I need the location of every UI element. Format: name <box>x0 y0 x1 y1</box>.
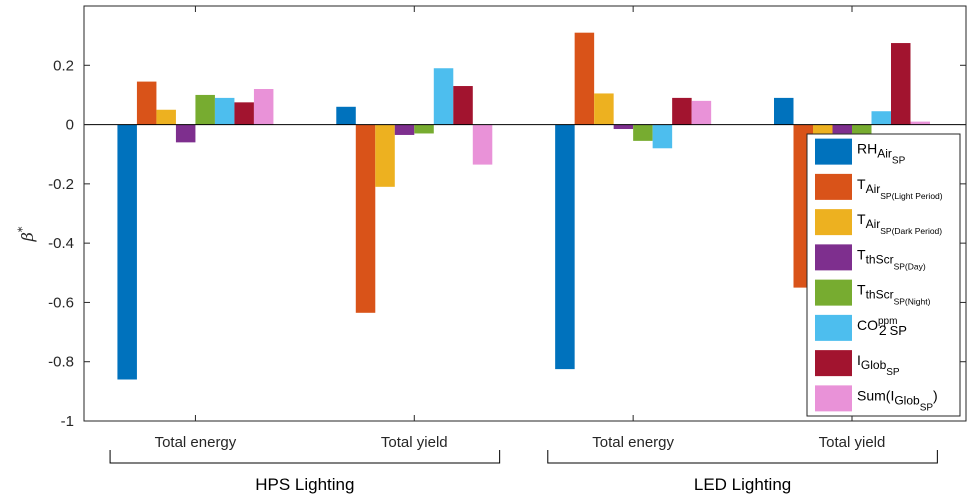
legend-swatch <box>815 244 852 271</box>
legend-swatch <box>815 385 852 412</box>
bar <box>214 97 235 125</box>
bar <box>375 124 395 187</box>
bar <box>633 124 653 141</box>
legend-label: Sum(IGlobSP) <box>857 387 938 413</box>
bar <box>555 124 575 370</box>
x-axis: Total energy Total yield Total energy Total… <box>155 6 886 451</box>
x-tick-label: Total energy <box>155 434 237 451</box>
bar <box>832 124 852 134</box>
legend-swatch <box>815 279 852 306</box>
y-axis-label: β* <box>16 226 37 242</box>
bar <box>891 43 911 125</box>
bar <box>355 124 376 313</box>
legend-swatch <box>815 350 852 377</box>
plot-frame <box>83 5 967 422</box>
bar <box>234 102 254 125</box>
legend-swatch <box>815 209 852 236</box>
y-tick-label: 0 <box>66 117 74 134</box>
bar <box>691 100 712 125</box>
y-tick-label: -0.6 <box>48 294 74 311</box>
y-tick-label: -1 <box>61 413 74 430</box>
bar <box>394 124 415 135</box>
legend-label: TAirSP(Light Period) <box>857 176 943 201</box>
group-label: LED Lighting <box>694 475 791 494</box>
legend-label: TthScrSP(Day) <box>857 246 926 271</box>
bar <box>613 124 634 130</box>
legend-label: RHAirSP <box>857 141 906 167</box>
bar <box>117 124 137 380</box>
legend: RHAirSP TAirSP(Light Period) TAirSP(Dark P… <box>806 133 961 417</box>
bar <box>253 89 274 125</box>
bar <box>472 124 493 165</box>
bar <box>175 124 196 143</box>
y-axis: -1 -0.8 -0.6 -0.4 -0.2 0 0.2 <box>48 57 966 430</box>
legend-label: TAirSP(Dark Period) <box>857 211 942 236</box>
bar <box>594 93 614 125</box>
legend-label: COppm 2 SP <box>857 316 907 338</box>
x-tick-label: Total energy <box>592 434 674 451</box>
legend-swatch <box>815 138 852 165</box>
bar <box>414 124 434 134</box>
legend-label: IGlobSP <box>857 352 900 378</box>
group-label: HPS Lighting <box>255 475 354 494</box>
y-tick-label: -0.4 <box>48 235 74 252</box>
bar <box>871 111 891 125</box>
bar <box>574 32 595 125</box>
legend-label: TthScrSP(Night) <box>857 282 931 307</box>
y-tick-label: -0.8 <box>48 354 74 371</box>
legend-swatch <box>815 173 852 200</box>
bar <box>652 124 673 149</box>
bar <box>910 121 930 125</box>
x-tick-label: Total yield <box>819 434 886 451</box>
bar <box>672 97 692 125</box>
bar <box>774 97 794 125</box>
legend-swatch <box>815 314 852 341</box>
bar <box>336 106 356 125</box>
y-tick-label: 0.2 <box>53 57 74 74</box>
bar <box>433 68 454 125</box>
bar <box>156 109 176 125</box>
y-tick-label: -0.2 <box>48 176 74 193</box>
bar <box>195 94 215 125</box>
group-bracket <box>109 450 501 464</box>
group-bracket <box>547 450 938 464</box>
x-tick-label: Total yield <box>381 434 448 451</box>
bar <box>453 86 473 125</box>
category-groups: HPS Lighting LED Lighting <box>109 450 938 494</box>
bar <box>136 81 157 125</box>
